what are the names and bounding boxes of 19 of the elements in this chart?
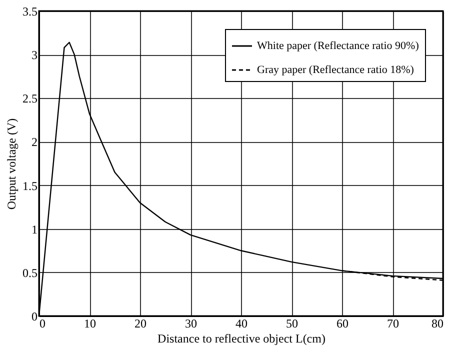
x-tick-label: 50: [286, 316, 298, 330]
y-axis-title: Output voltage (V): [4, 118, 18, 210]
y-tick-label: 0.5: [22, 266, 38, 280]
x-tick-label: 40: [236, 316, 248, 330]
x-tick-label: 10: [84, 316, 96, 330]
x-axis-title: Distance to reflective object L(cm): [158, 332, 326, 346]
x-tick-label: 60: [336, 316, 348, 330]
x-tick-label: 80: [432, 316, 444, 330]
y-tick-label: 1.5: [22, 178, 38, 193]
y-tick-label: 2.5: [22, 92, 38, 106]
y-tick-label: 3.5: [22, 4, 38, 18]
legend-label: White paper (Reflectance ratio 90%): [257, 40, 420, 52]
x-tick-label: 20: [134, 316, 146, 330]
x-tick-label: 70: [387, 316, 399, 330]
y-tick-label: 3: [32, 48, 38, 62]
y-tick-label: 1: [32, 222, 38, 236]
legend-label: Gray paper (Reflectance ratio 18%): [257, 64, 414, 76]
y-tick-label: 2: [32, 135, 38, 150]
x-tick-label: 30: [185, 316, 197, 330]
